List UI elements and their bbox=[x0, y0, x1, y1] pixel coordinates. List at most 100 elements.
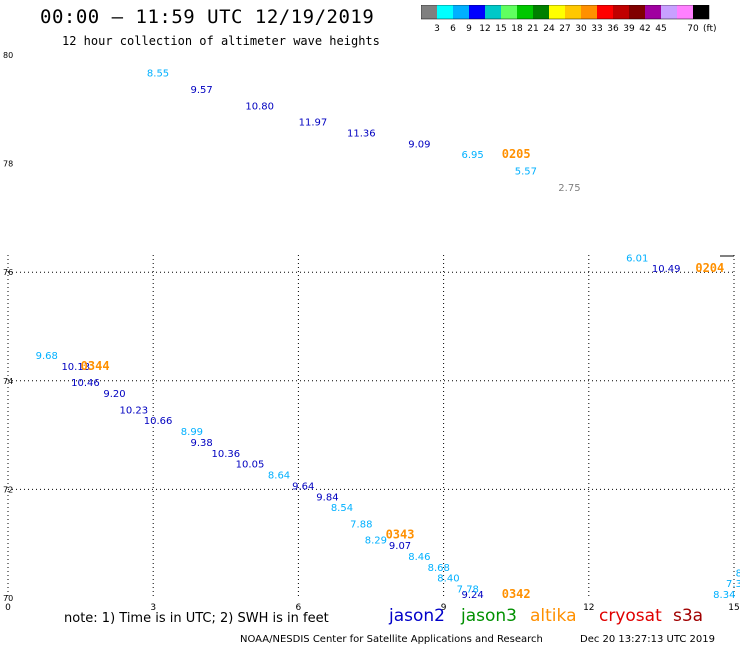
colorbar-swatch bbox=[453, 5, 469, 19]
wave-height-colorbar: 3 6 9 12 15 18 21 24 27 30 33 36 39 42 45 70 (ft) bbox=[420, 4, 739, 41]
credit-line: NOAA/NESDIS Center for Satellite Applica… bbox=[240, 634, 543, 645]
jason2-wave-height-label: 9.38 bbox=[190, 438, 212, 449]
y-tick-label: 74 bbox=[3, 377, 13, 386]
colorbar-frame bbox=[420, 4, 710, 20]
x-tick-label: 3 bbox=[150, 603, 156, 613]
altika-wave-height-label: 8.29 bbox=[365, 536, 387, 547]
altika-wave-height-label: 8 bbox=[736, 568, 740, 579]
altika-wave-height-label: 7.3 bbox=[726, 579, 740, 590]
pass-time-label: 0343 bbox=[386, 527, 415, 541]
colorbar-label: 21 bbox=[527, 24, 538, 34]
colorbar-swatch bbox=[661, 5, 677, 19]
x-tick-label: 15 bbox=[728, 603, 739, 613]
generation-timestamp: Dec 20 13:27:13 UTC 2019 bbox=[580, 634, 715, 645]
legend-jason2: jason2 bbox=[389, 606, 445, 626]
colorbar-swatch bbox=[517, 5, 533, 19]
colorbar-swatch bbox=[533, 5, 549, 19]
jason2-wave-height-label: 10.49 bbox=[652, 264, 681, 275]
footnote: note: 1) Time is in UTC; 2) SWH is in fe… bbox=[64, 611, 329, 626]
jason2-wave-height-label: 10.36 bbox=[211, 449, 240, 460]
jason2-wave-height-label: 10.80 bbox=[245, 101, 274, 112]
colorbar-swatch bbox=[421, 5, 437, 19]
legend-altika: altika bbox=[530, 606, 577, 626]
altika-wave-height-label: 8.40 bbox=[437, 574, 459, 585]
colorbar-label: 3 bbox=[434, 24, 440, 34]
jason2-wave-height-label: 10.66 bbox=[144, 416, 173, 427]
altika-wave-height-label: 8.55 bbox=[147, 69, 169, 80]
pass-time-label: 0204 bbox=[695, 261, 724, 275]
colorbar-label: 36 bbox=[607, 24, 619, 34]
altika-wave-height-label: 8.99 bbox=[181, 427, 203, 438]
colorbar-swatch bbox=[645, 5, 661, 19]
colorbar-swatch bbox=[501, 5, 517, 19]
jason2-wave-height-label: 9.07 bbox=[389, 541, 411, 552]
jason2-wave-height-label: 9.09 bbox=[408, 139, 430, 150]
y-tick-label: 80 bbox=[3, 51, 13, 60]
jason2-wave-height-label: 10.13 bbox=[61, 362, 90, 373]
jason2-wave-height-label: 10.23 bbox=[120, 405, 149, 416]
y-tick-label: 76 bbox=[3, 268, 13, 277]
altika-wave-height-label: 8.64 bbox=[268, 471, 290, 482]
colorbar-swatch bbox=[677, 5, 693, 19]
colorbar-swatch bbox=[469, 5, 485, 19]
y-tick-label: 72 bbox=[3, 485, 13, 494]
altika-wave-height-label: 7.78 bbox=[457, 585, 479, 596]
jason2-wave-height-label: 9.20 bbox=[103, 389, 125, 400]
altika-wave-height-label: 6.01 bbox=[626, 253, 648, 264]
altika-wave-height-label: 8.54 bbox=[331, 503, 353, 514]
y-tick-label: 78 bbox=[3, 160, 13, 169]
colorbar-swatch bbox=[693, 5, 709, 19]
pass-time-label: 0205 bbox=[502, 147, 531, 161]
colorbar-label: 45 bbox=[655, 24, 666, 34]
colorbar-swatch bbox=[485, 5, 501, 19]
colorbar-swatch bbox=[629, 5, 645, 19]
altika-wave-height-label: 8.46 bbox=[408, 552, 430, 563]
jason2-wave-height-label: 11.97 bbox=[299, 118, 328, 129]
pass-time-label: 0344 bbox=[81, 359, 110, 373]
colorbar-label: 18 bbox=[511, 24, 523, 34]
colorbar-swatches: 3 6 9 12 15 18 21 24 27 30 33 36 39 42 45 70 (ft) bbox=[420, 4, 717, 34]
x-tick-label: 6 bbox=[296, 603, 302, 613]
colorbar-label: 12 bbox=[479, 24, 490, 34]
jason2-wave-height-label: 9.57 bbox=[190, 85, 212, 96]
colorbar-swatch bbox=[565, 5, 581, 19]
colorbar-label: 15 bbox=[495, 24, 506, 34]
jason2-wave-height-label: 9.24 bbox=[462, 590, 484, 601]
colorbar-swatch bbox=[549, 5, 565, 19]
jason2-wave-height-label: 9.84 bbox=[316, 492, 338, 503]
jason2-wave-height-label: 10.05 bbox=[236, 460, 265, 471]
altika-wave-height-label: 9.68 bbox=[36, 351, 58, 362]
x-tick-label: 12 bbox=[583, 603, 594, 613]
y-tick-label: 70 bbox=[3, 594, 13, 603]
legend-s3a: s3a bbox=[673, 606, 704, 626]
altika-wave-height-label: 6.95 bbox=[462, 150, 484, 161]
legend-jason3: jason3 bbox=[461, 606, 517, 626]
altika-wave-height-label: 7.88 bbox=[350, 519, 372, 530]
x-tick-label: 9 bbox=[441, 603, 447, 613]
cryosat-wave-height-label: 2.75 bbox=[558, 183, 580, 194]
colorbar-label: 27 bbox=[559, 24, 570, 34]
colorbar-label: 42 bbox=[639, 24, 650, 34]
colorbar-swatch bbox=[581, 5, 597, 19]
colorbar-label: 33 bbox=[591, 24, 602, 34]
colorbar-label: 30 bbox=[575, 24, 587, 34]
x-tick-label: 0 bbox=[5, 603, 11, 613]
legend-cryosat: cryosat bbox=[599, 606, 662, 626]
altika-wave-height-label: 5.57 bbox=[515, 166, 537, 177]
jason2-wave-height-label: 10.46 bbox=[71, 378, 100, 389]
colorbar-label: 6 bbox=[450, 24, 456, 34]
plot-title: 00:00 – 11:59 UTC 12/19/2019 bbox=[40, 6, 375, 28]
plot-subtitle: 12 hour collection of altimeter wave hei… bbox=[62, 34, 380, 48]
colorbar-label: 70 bbox=[687, 24, 699, 34]
colorbar-label: 24 bbox=[543, 24, 555, 34]
jason2-wave-height-label: 9.64 bbox=[292, 481, 314, 492]
colorbar-label: 39 bbox=[623, 24, 635, 34]
pass-time-label: 0342 bbox=[502, 587, 531, 601]
colorbar-label: 9 bbox=[466, 24, 472, 34]
altika-wave-height-label: 8.68 bbox=[428, 563, 450, 574]
colorbar-swatch bbox=[613, 5, 629, 19]
colorbar-unit: (ft) bbox=[703, 24, 717, 34]
colorbar-swatch bbox=[597, 5, 613, 19]
